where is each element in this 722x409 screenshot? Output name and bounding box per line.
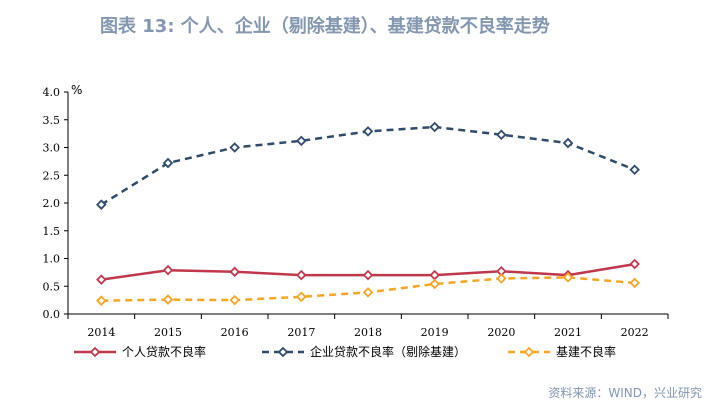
y-tick-label: 1.5 [43,225,61,238]
data-point [362,126,374,137]
x-tick-label: 2015 [154,326,182,339]
x-tick-label: 2019 [421,326,449,339]
x-tick-label: 2016 [221,326,249,339]
y-tick-label: 2.5 [43,169,61,182]
data-point [562,137,574,149]
chart-legend: 个人贷款不良率 企业贷款不良率（剔除基建） 基建不良率 [74,344,616,359]
data-point [229,266,240,278]
data-point [96,199,107,210]
x-tick-label: 2017 [287,326,315,339]
data-point [429,121,440,133]
chart-series [96,121,640,306]
y-tick-label: 0.5 [43,280,61,293]
data-point [362,269,374,281]
data-point [362,287,374,298]
data-point [229,294,240,306]
data-point [629,164,640,175]
data-point [496,273,507,284]
data-point [629,258,640,270]
x-tick-label: 2020 [487,326,515,339]
data-point [296,135,307,147]
legend-marker-0 [89,346,101,358]
data-point [429,269,440,281]
y-tick-label: 3.5 [43,114,61,127]
data-point [496,129,507,141]
data-point [429,278,440,290]
y-tick-label: 4.0 [43,86,61,99]
data-point [162,157,174,169]
x-tick-label: 2018 [354,326,382,339]
legend-marker-2 [523,346,535,358]
data-point [96,274,107,285]
y-tick-label: 3.0 [43,142,61,155]
data-point [296,291,307,303]
legend-label-2: 基建不良率 [556,344,616,359]
y-tick-label: 0.0 [43,308,61,321]
data-point [229,142,240,153]
legend-label-1: 企业贷款不良率（剔除基建） [310,344,466,359]
legend-label-0: 个人贷款不良率 [122,344,206,359]
x-tick-label: 2021 [554,326,582,339]
source-note: 资料来源：WIND，兴业研究 [548,386,702,400]
chart-axes: 0.0 0.5 1.0 1.5 2.0 2.5 3.0 3.5 4.0 % 2014 2015 2016… [43,83,669,339]
data-point [296,269,307,281]
y-tick-label: 2.0 [43,197,61,210]
chart-title: 图表 13: 个人、企业（剔除基建）、基建贷款不良率走势 [100,16,550,37]
x-tick-label: 2022 [621,326,649,339]
series-line-1 [100,125,636,206]
y-tick-label: 1.0 [43,253,61,266]
data-point [96,295,107,306]
x-tick-label: 2014 [87,326,115,339]
data-point [162,294,174,305]
data-point [629,277,640,289]
data-point [162,264,174,276]
legend-marker-1 [277,346,289,358]
y-unit-label: % [71,83,82,97]
data-point [562,272,574,283]
